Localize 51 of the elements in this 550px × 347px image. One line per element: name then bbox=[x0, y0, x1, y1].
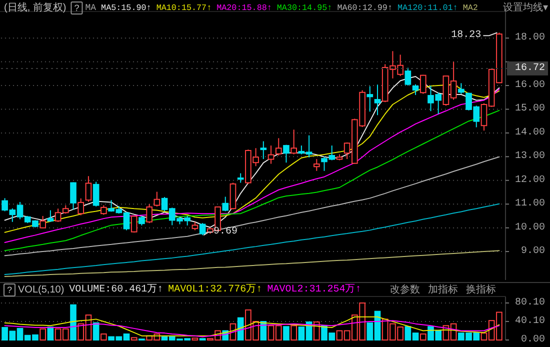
bar bbox=[290, 325, 297, 340]
line-series bbox=[4, 203, 500, 276]
annotation: 设置均线▾ bbox=[502, 2, 548, 14]
y-tick-label: 40.10 bbox=[514, 316, 545, 327]
text: MAVOL1:32.776万↑ bbox=[168, 284, 262, 296]
text: 加指标 bbox=[428, 284, 458, 296]
y-tick-label: 0.00 bbox=[520, 334, 545, 346]
text: MAVOL2:31.254万↑ bbox=[267, 284, 362, 296]
line-series bbox=[4, 156, 500, 256]
y-tick-label: 9.00 bbox=[520, 246, 545, 258]
y-tick-label: 11.00 bbox=[514, 198, 545, 210]
y-tick-label: 14.00 bbox=[514, 127, 545, 138]
bar bbox=[237, 317, 244, 340]
text: MA60:12.99↑ bbox=[337, 3, 392, 13]
text: MA120:11.01↑ bbox=[398, 3, 458, 13]
bar bbox=[70, 304, 76, 340]
text: MA20:15.88↑ bbox=[216, 3, 272, 13]
bar bbox=[100, 333, 107, 340]
bar bbox=[40, 328, 46, 340]
y-tick-label: 10.00 bbox=[514, 222, 545, 234]
bar bbox=[92, 322, 100, 340]
text: MA5:15.90↑ bbox=[101, 3, 152, 13]
text: 改参数 bbox=[390, 284, 420, 296]
y-tick-label: 16.00 bbox=[514, 80, 545, 92]
y-tick-label: 15.00 bbox=[514, 104, 545, 115]
candlestick bbox=[374, 84, 381, 116]
candlestick bbox=[366, 86, 374, 112]
text: MA2 bbox=[462, 3, 478, 13]
annotation: ? bbox=[74, 3, 80, 13]
line-series bbox=[4, 250, 500, 277]
y-tick-label: 12.00 bbox=[514, 174, 545, 186]
y-tick-label: 18.00 bbox=[514, 32, 545, 44]
annotation: 9.69 bbox=[214, 226, 238, 238]
annotation: 18.23 bbox=[451, 30, 482, 42]
annotation: MA bbox=[85, 3, 97, 13]
ref-line-label: 16.72 bbox=[514, 62, 545, 74]
bar bbox=[130, 337, 138, 340]
chart-title: (日线, 前复权) bbox=[4, 2, 66, 14]
candlestick bbox=[313, 158, 320, 172]
bar bbox=[420, 333, 426, 340]
text: 换指标 bbox=[466, 284, 496, 296]
line-series bbox=[4, 320, 500, 338]
line-series bbox=[4, 316, 500, 336]
text: MA10:15.77↑ bbox=[156, 3, 212, 13]
series-label: VOLUME:60.461万↑ bbox=[69, 284, 164, 296]
y-tick-label: 13.00 bbox=[514, 151, 545, 162]
bar bbox=[283, 326, 290, 340]
text: ? bbox=[7, 285, 12, 295]
text: MA30:14.95↑ bbox=[276, 3, 332, 13]
y-tick-label: 80.10 bbox=[514, 297, 545, 308]
chart-title: VOL(5,10) bbox=[18, 284, 64, 296]
